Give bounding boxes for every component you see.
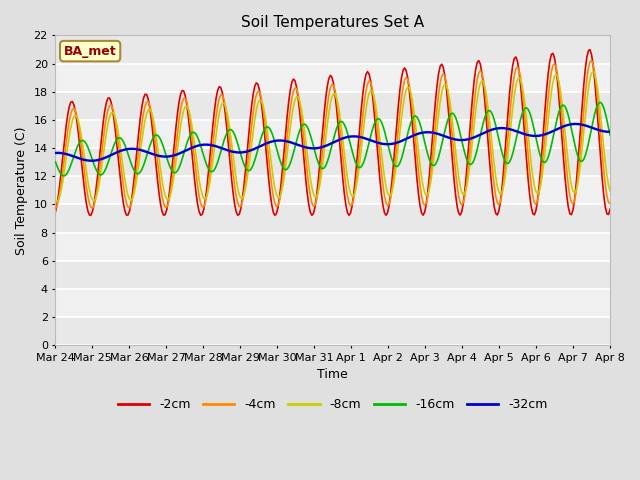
Bar (56, 176, 610, 204)
Text: BA_met: BA_met (64, 45, 116, 58)
Bar (56, 261, 610, 289)
Bar (56, 232, 610, 261)
Legend: -2cm, -4cm, -8cm, -16cm, -32cm: -2cm, -4cm, -8cm, -16cm, -32cm (113, 394, 552, 417)
Bar (56, 148, 610, 176)
Bar (56, 204, 610, 232)
Y-axis label: Soil Temperature (C): Soil Temperature (C) (15, 126, 28, 254)
Bar (56, 63, 610, 92)
Bar (56, 36, 610, 63)
X-axis label: Time: Time (317, 369, 348, 382)
Bar (56, 289, 610, 317)
Title: Soil Temperatures Set A: Soil Temperatures Set A (241, 15, 424, 30)
Bar (56, 120, 610, 148)
Bar (56, 317, 610, 345)
Bar (56, 92, 610, 120)
